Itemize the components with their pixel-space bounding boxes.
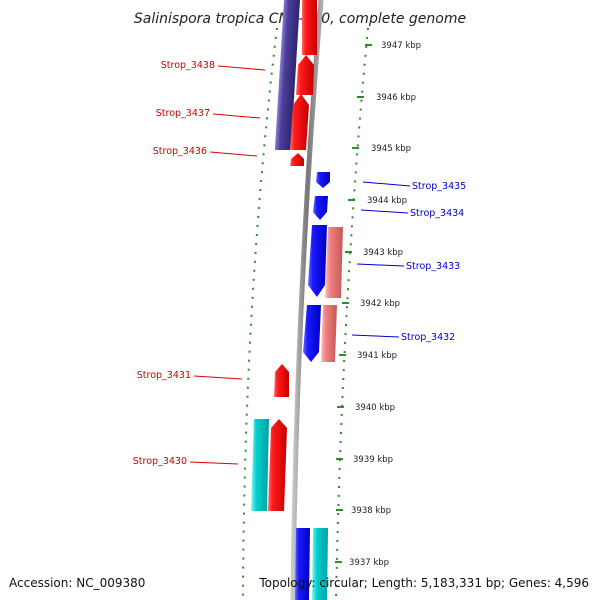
feature-cyan (312, 528, 328, 600)
kbp-label: 3945 kbp (371, 144, 411, 154)
topology-text: Topology: circular; Length: 5,183,331 bp… (258, 576, 589, 590)
feature-cyan (251, 419, 269, 511)
gene-label[interactable]: Strop_3430 (133, 456, 187, 467)
kbp-label: 3943 kbp (363, 248, 403, 258)
gene-feature-red (296, 55, 314, 95)
kbp-scale: 3947 kbp 3946 kbp 3945 kbp 3944 kbp 3943… (335, 41, 421, 568)
gene-feature-blue (308, 225, 327, 297)
gene-label[interactable]: Strop_3434 (410, 208, 464, 219)
feature-pink (321, 305, 337, 362)
kbp-label: 3942 kbp (360, 299, 400, 309)
kbp-label: 3940 kbp (355, 403, 395, 413)
tick-rings (242, 27, 369, 600)
accession-text: Accession: NC_009380 (9, 576, 145, 590)
kbp-label: 3944 kbp (367, 196, 407, 206)
gene-label[interactable]: Strop_3432 (401, 332, 455, 343)
kbp-label: 3941 kbp (357, 351, 397, 361)
gene-label[interactable]: Strop_3437 (156, 108, 210, 119)
kbp-label: 3939 kbp (353, 455, 393, 465)
gene-label[interactable]: Strop_3436 (153, 146, 207, 157)
feature-pink (325, 227, 343, 298)
gene-feature-blue (313, 196, 328, 220)
gene-label[interactable]: Strop_3431 (137, 370, 191, 381)
gene-label[interactable]: Strop_3438 (161, 60, 215, 71)
kbp-label: 3937 kbp (349, 558, 389, 568)
gene-feature-red (268, 419, 287, 511)
gene-feature-blue (303, 305, 321, 362)
kbp-label: 3938 kbp (351, 506, 391, 516)
kbp-label: 3947 kbp (381, 41, 421, 51)
gene-callouts-left: Strop_3438 Strop_3437 Strop_3436 Strop_3… (133, 60, 266, 467)
feature-purple (274, 0, 300, 150)
gene-feature-blue (295, 528, 310, 600)
gene-feature-red (274, 364, 289, 397)
kbp-label: 3946 kbp (376, 93, 416, 103)
gene-feature-red (290, 94, 309, 150)
gene-feature-blue (316, 172, 330, 188)
gene-callouts-right: Strop_3435 Strop_3434 Strop_3433 Strop_3… (351, 181, 466, 343)
gene-features (251, 0, 343, 600)
gene-feature-red (290, 153, 304, 166)
gene-feature-red (302, 0, 317, 55)
genome-backbone (290, 0, 324, 600)
map-title: Salinispora tropica CNB-440, complete ge… (134, 11, 466, 27)
gene-label[interactable]: Strop_3433 (406, 261, 460, 272)
gene-label[interactable]: Strop_3435 (412, 181, 466, 192)
